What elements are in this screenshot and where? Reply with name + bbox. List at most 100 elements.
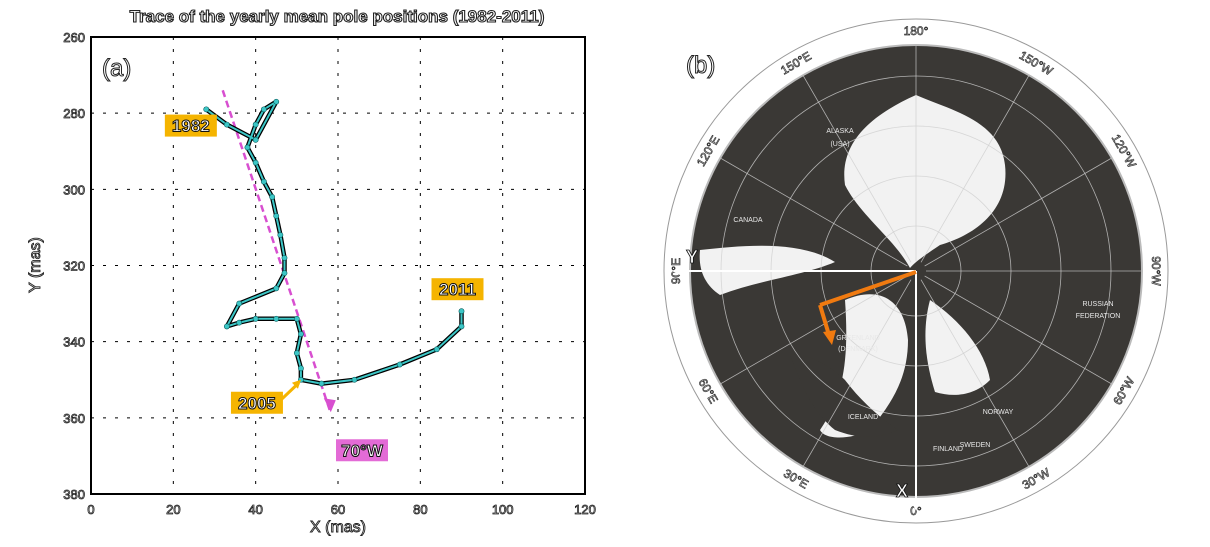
x-axis-arrowhead: [910, 499, 922, 511]
meridian-line: [802, 279, 912, 467]
annotations: 1982 2005 2011 70°W: [164, 114, 484, 462]
arrowhead-2005: [291, 379, 301, 389]
x-tick-label: 20: [166, 502, 180, 517]
region-label: RUSSIAN: [1082, 301, 1113, 308]
meridian-line: [924, 157, 1112, 267]
data-point: [236, 300, 243, 307]
data-point: [293, 350, 300, 356]
meridian-line: [720, 157, 908, 267]
data-point: [281, 270, 288, 277]
x-tick-label: 100: [492, 502, 514, 517]
data-point: [269, 194, 276, 200]
meridian-line: [920, 75, 1030, 263]
x-tick-label: 0: [87, 502, 94, 517]
trend-line-70w: [221, 89, 331, 411]
data-point: [351, 376, 358, 383]
x-axis-letter: X: [896, 481, 908, 501]
region-label: NORWAY: [983, 409, 1014, 416]
longitude-label: 0°: [910, 504, 922, 518]
region-label: CANADA: [733, 217, 763, 224]
y-tick-label: 320: [63, 259, 85, 274]
pole-drift-arrow: [819, 270, 917, 307]
meridian-line: [720, 275, 908, 385]
data-point: [260, 178, 267, 185]
y-tick-label: 340: [63, 335, 85, 350]
y-axis-arrowhead: [672, 265, 684, 277]
pole-drift-arrowhead: [823, 330, 836, 345]
data-point: [273, 285, 280, 292]
data-point: [298, 365, 304, 372]
data-point: [273, 315, 280, 322]
data-point: [252, 159, 259, 166]
data-point: [223, 121, 230, 128]
annotation-box: [230, 391, 283, 414]
region-label: ALASKA: [826, 128, 854, 135]
meridian-line: [924, 275, 1112, 385]
panel-label-b: (b): [686, 52, 715, 79]
grid: [91, 37, 585, 494]
data-point: [318, 380, 325, 387]
panel-label-a: (a): [102, 55, 131, 82]
annotation-label: 2005: [238, 394, 276, 413]
map-axes: XY: [672, 247, 922, 511]
y-tick-label: 300: [63, 182, 85, 197]
y-tick-label: 260: [63, 30, 85, 45]
longitude-label: 90°W: [1149, 256, 1163, 286]
region-labels: ALASKA (USA) CANADA GREENLAND (DENMARK) RUSSI…: [733, 128, 1120, 453]
data-point: [273, 98, 280, 105]
x-tick-label: 120: [574, 502, 596, 517]
meridian-line: [802, 75, 912, 263]
longitude-label: 180°: [904, 24, 929, 38]
data-point: [298, 331, 304, 337]
data-point: [458, 308, 465, 315]
panel-a-chart: Trace of the yearly mean pole positions …: [27, 6, 597, 536]
data-point: [236, 319, 243, 326]
data-point: [273, 213, 280, 219]
annotation-label: 70°W: [341, 441, 384, 460]
region-label: FINLAND: [933, 446, 963, 453]
data-point: [433, 346, 440, 353]
chart-title: Trace of the yearly mean pole positions …: [130, 7, 545, 26]
region-label: GREENLAND: [836, 335, 880, 342]
annotation-box: [431, 278, 484, 301]
region-label: (USA): [830, 141, 849, 148]
x-axis-label: X (mas): [310, 519, 366, 536]
y-tick-label: 280: [63, 106, 85, 121]
panel-b-map: 180°150°W120°W90°W60°W30°W0°30°E60°E90°E…: [663, 18, 1169, 524]
data-point: [252, 315, 259, 322]
meridian-line: [920, 279, 1030, 467]
data-point: [260, 106, 267, 113]
y-axis-label: Y (mas): [27, 237, 44, 293]
region-label: SWEDEN: [960, 442, 991, 449]
data-point: [203, 106, 210, 113]
x-tick-label: 40: [248, 502, 262, 517]
data-point: [458, 323, 465, 330]
data-point: [252, 136, 259, 143]
data-point: [244, 144, 251, 151]
trend-arrowhead: [323, 398, 336, 413]
data-point: [277, 232, 284, 238]
annotation-label: 1982: [172, 117, 210, 136]
data-point: [293, 315, 300, 322]
pole-drift-arrow-2: [818, 304, 831, 336]
region-label: ICELAND: [848, 414, 878, 421]
arctic-ocean: [844, 95, 1006, 268]
region-label: (DENMARK): [838, 346, 878, 353]
x-tick-label: 80: [413, 502, 427, 517]
data-point: [223, 323, 230, 330]
annotation-box: [336, 439, 388, 462]
data-point: [396, 361, 403, 368]
region-label: FEDERATION: [1076, 313, 1121, 320]
ocean-areas: [699, 95, 1006, 438]
annotation-box: [164, 114, 217, 137]
x-tick-label: 60: [331, 502, 345, 517]
data-point: [252, 121, 259, 128]
y-tick-label: 360: [63, 411, 85, 426]
data-layer: [203, 89, 465, 413]
annotation-label: 2011: [439, 280, 476, 299]
data-point: [281, 254, 288, 261]
y-axis-letter: Y: [686, 247, 698, 267]
y-tick-label: 380: [63, 487, 85, 502]
tick-labels: 0 20 40 60 80 100 120 260 280 300 320 340 360 380: [63, 30, 596, 518]
